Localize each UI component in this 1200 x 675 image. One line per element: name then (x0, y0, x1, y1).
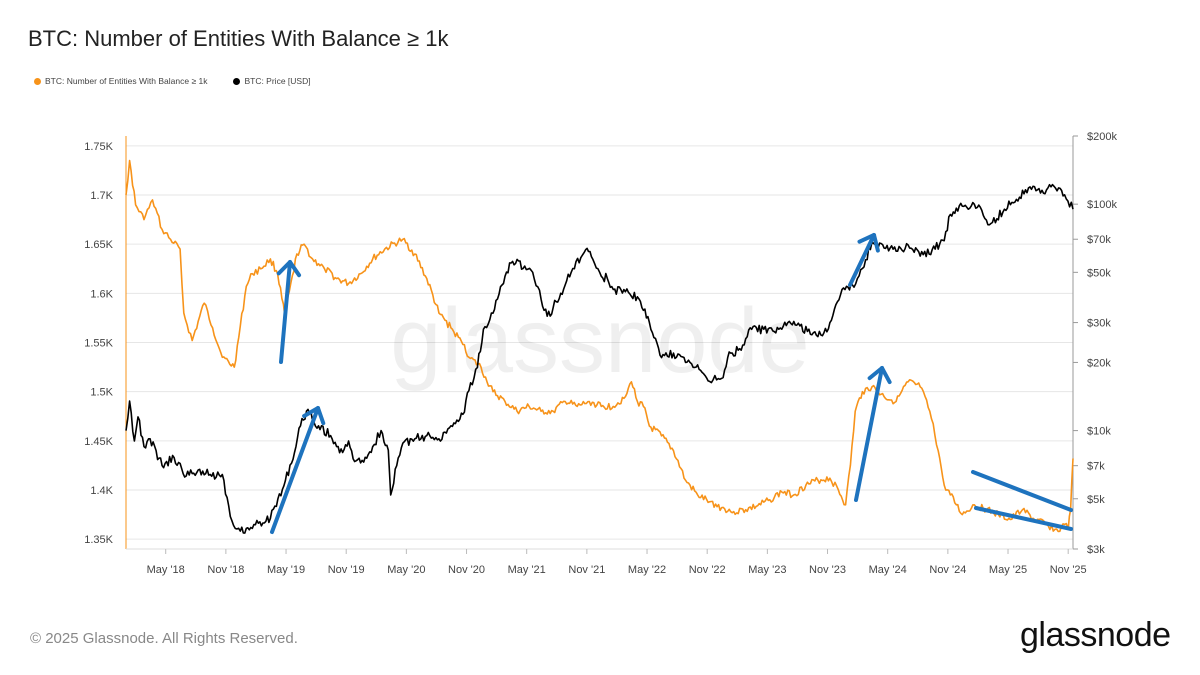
x-tick-label: May '21 (508, 564, 546, 576)
chart-legend: BTC: Number of Entities With Balance ≥ 1… (34, 76, 311, 86)
x-tick-label: May '18 (147, 564, 185, 576)
y-right-tick-label: $100k (1087, 199, 1117, 211)
y-left-tick-label: 1.35K (84, 534, 113, 546)
annotation-wedge-upper (971, 470, 1073, 512)
legend-label-price: BTC: Price [USD] (244, 76, 311, 86)
y-right-tick-label: $5k (1087, 494, 1105, 506)
x-tick-label: May '19 (267, 564, 305, 576)
y-right-tick-label: $10k (1087, 426, 1111, 438)
x-tick-label: Nov '20 (448, 564, 485, 576)
y-right-tick-label: $30k (1087, 318, 1111, 330)
legend-label-entities: BTC: Number of Entities With Balance ≥ 1… (45, 76, 208, 86)
y-left-tick-label: 1.6K (90, 288, 113, 300)
copyright: © 2025 Glassnode. All Rights Reserved. (30, 630, 298, 647)
y-left-tick-label: 1.65K (84, 239, 113, 251)
annotation-wedge-lower (974, 506, 1073, 531)
x-tick-label: May '20 (387, 564, 425, 576)
y-left-tick-label: 1.7K (90, 190, 113, 202)
y-right-tick-label: $3k (1087, 544, 1105, 556)
series-line-entities (125, 159, 1074, 533)
watermark: glassnode (390, 290, 809, 392)
legend-dot-price (233, 77, 241, 85)
legend-dot-entities (34, 77, 41, 85)
annotation-arrow-entities-2019-head (276, 260, 302, 278)
series-group (125, 159, 1074, 534)
y-right-tick-label: $200k (1087, 131, 1117, 143)
annotation-arrow-price-2024 (848, 233, 876, 287)
x-tick-label: May '25 (989, 564, 1027, 576)
annotation-arrow-entities-2019 (279, 260, 292, 364)
chart-title: BTC: Number of Entities With Balance ≥ 1… (28, 26, 449, 51)
y-left-tick-label: 1.4K (90, 485, 113, 497)
legend-item-entities[interactable]: BTC: Number of Entities With Balance ≥ 1… (34, 76, 207, 86)
y-left-tick-label: 1.5K (90, 387, 113, 399)
x-tick-label: Nov '23 (809, 564, 846, 576)
grid-lines (126, 145, 1073, 540)
x-tick-label: Nov '25 (1050, 564, 1087, 576)
x-tick-label: Nov '22 (689, 564, 726, 576)
annotation-arrow-price-2019-head (302, 406, 326, 426)
annotation-arrow-price-2019 (270, 406, 320, 534)
annotation-arrows (270, 233, 1073, 534)
annotation-arrow-entities-2024-head (867, 366, 892, 385)
brand-logo[interactable]: glassnode (1020, 616, 1171, 654)
x-tick-label: Nov '24 (929, 564, 966, 576)
y-left-tick-label: 1.45K (84, 436, 113, 448)
y-right-tick-label: $7k (1087, 461, 1105, 473)
annotation-arrow-entities-2024 (854, 366, 884, 502)
axes (125, 135, 1078, 554)
y-right-tick-label: $20k (1087, 357, 1111, 369)
series-line-price (125, 183, 1074, 534)
y-left-tick-label: 1.55K (84, 338, 113, 350)
annotation-arrow-price-2024-head (857, 233, 880, 253)
x-tick-label: May '22 (628, 564, 666, 576)
y-left-tick-label: 1.75K (84, 141, 113, 153)
tick-labels: 1.35K 1.4K 1.45K 1.5K 1.55K 1.6K 1.65K 1.7K 1.75… (84, 131, 1117, 576)
x-tick-label: Nov '18 (207, 564, 244, 576)
x-tick-label: Nov '21 (568, 564, 605, 576)
y-right-tick-label: $50k (1087, 267, 1111, 279)
x-tick-label: May '23 (748, 564, 786, 576)
x-tick-label: May '24 (869, 564, 907, 576)
x-tick-label: Nov '19 (328, 564, 365, 576)
y-right-tick-label: $70k (1087, 234, 1111, 246)
legend-item-price[interactable]: BTC: Price [USD] (233, 76, 311, 86)
